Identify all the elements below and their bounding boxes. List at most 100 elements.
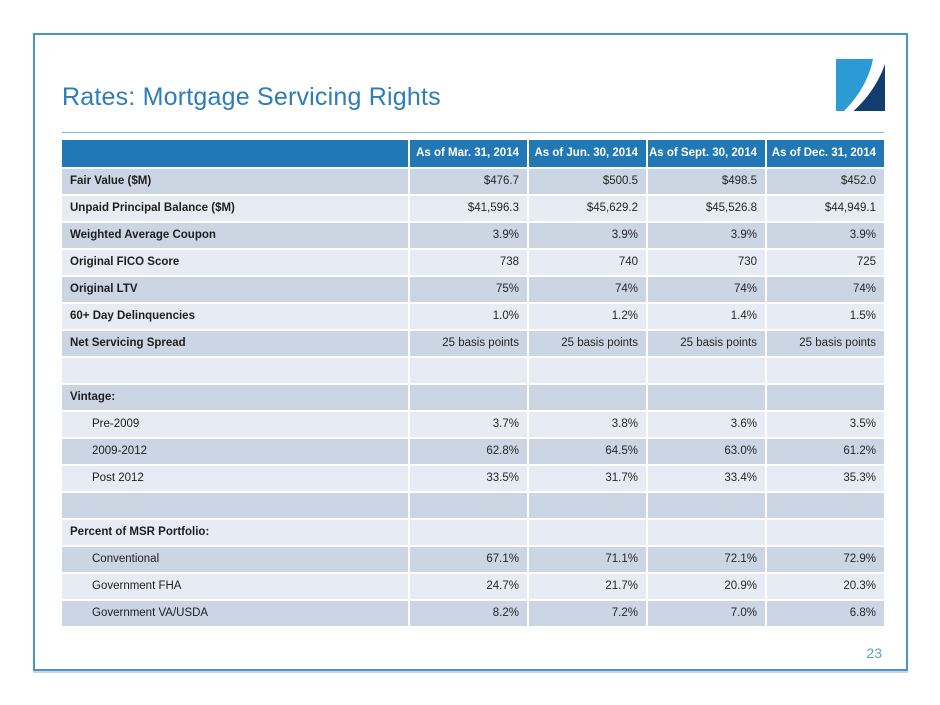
cell-value: 72.1% <box>648 547 765 572</box>
cell-value <box>410 358 527 383</box>
cell-value: 74% <box>648 277 765 302</box>
table-row: Pre-2009 3.7% 3.8% 3.6% 3.5% <box>62 412 884 437</box>
cell-value: 738 <box>410 250 527 275</box>
table-row <box>62 358 884 383</box>
row-label: Vintage: <box>62 385 408 410</box>
row-label: Fair Value ($M) <box>62 169 408 194</box>
row-label <box>62 493 408 518</box>
row-label: Unpaid Principal Balance ($M) <box>62 196 408 221</box>
row-label: Weighted Average Coupon <box>62 223 408 248</box>
table-header-row: As of Mar. 31, 2014 As of Jun. 30, 2014 … <box>62 140 884 167</box>
cell-value: 1.0% <box>410 304 527 329</box>
row-label: Original LTV <box>62 277 408 302</box>
cell-value: 3.8% <box>529 412 646 437</box>
cell-value: 72.9% <box>767 547 884 572</box>
cell-value <box>529 358 646 383</box>
slide-frame: Rates: Mortgage Servicing Rights As of M… <box>33 33 908 671</box>
table-row: Vintage: <box>62 385 884 410</box>
cell-value: 25 basis points <box>648 331 765 356</box>
cell-value: 35.3% <box>767 466 884 491</box>
cell-value: $452.0 <box>767 169 884 194</box>
table-row: Fair Value ($M) $476.7 $500.5 $498.5 $452.0 <box>62 169 884 194</box>
cell-value: 7.0% <box>648 601 765 626</box>
cell-value <box>529 493 646 518</box>
msr-table: As of Mar. 31, 2014 As of Jun. 30, 2014 … <box>62 140 884 628</box>
row-label: Conventional <box>62 547 408 572</box>
cell-value: 24.7% <box>410 574 527 599</box>
row-label: Pre-2009 <box>62 412 408 437</box>
table-row: Net Servicing Spread 25 basis points 25 ba… <box>62 331 884 356</box>
cell-value <box>767 520 884 545</box>
column-header-q1: As of Mar. 31, 2014 <box>410 140 527 167</box>
table-row: Original FICO Score 738 740 730 725 <box>62 250 884 275</box>
cell-value <box>529 520 646 545</box>
cell-value: 1.2% <box>529 304 646 329</box>
cell-value: 3.6% <box>648 412 765 437</box>
cell-value <box>410 520 527 545</box>
cell-value: 61.2% <box>767 439 884 464</box>
cell-value: $41,596.3 <box>410 196 527 221</box>
cell-value: 3.5% <box>767 412 884 437</box>
cell-value: 71.1% <box>529 547 646 572</box>
table-row: Government VA/USDA 8.2% 7.2% 7.0% 6.8% <box>62 601 884 626</box>
cell-value: 62.8% <box>410 439 527 464</box>
cell-value <box>767 493 884 518</box>
row-label <box>62 358 408 383</box>
cell-value: 3.9% <box>648 223 765 248</box>
column-header-q3: As of Sept. 30, 2014 <box>648 140 765 167</box>
table-body: Fair Value ($M) $476.7 $500.5 $498.5 $452.0 U… <box>62 169 884 626</box>
cell-value <box>767 358 884 383</box>
table-row: Conventional 67.1% 71.1% 72.1% 72.9% <box>62 547 884 572</box>
table-row: Weighted Average Coupon 3.9% 3.9% 3.9% 3.9% <box>62 223 884 248</box>
cell-value: 20.3% <box>767 574 884 599</box>
row-label: 2009-2012 <box>62 439 408 464</box>
cell-value: 7.2% <box>529 601 646 626</box>
row-label: Original FICO Score <box>62 250 408 275</box>
cell-value: 3.9% <box>767 223 884 248</box>
cell-value: 33.5% <box>410 466 527 491</box>
table-row: Post 2012 33.5% 31.7% 33.4% 35.3% <box>62 466 884 491</box>
cell-value: 3.9% <box>410 223 527 248</box>
table-row: Percent of MSR Portfolio: <box>62 520 884 545</box>
column-header-empty <box>62 140 408 167</box>
cell-value <box>529 385 646 410</box>
row-label: 60+ Day Delinquencies <box>62 304 408 329</box>
cell-value: $500.5 <box>529 169 646 194</box>
page-number: 23 <box>866 645 882 661</box>
cell-value: 63.0% <box>648 439 765 464</box>
row-label: Government FHA <box>62 574 408 599</box>
cell-value: 25 basis points <box>529 331 646 356</box>
table-row: Government FHA 24.7% 21.7% 20.9% 20.3% <box>62 574 884 599</box>
cell-value: 20.9% <box>648 574 765 599</box>
cell-value: 1.4% <box>648 304 765 329</box>
cell-value: 6.8% <box>767 601 884 626</box>
cell-value: 74% <box>767 277 884 302</box>
row-label: Percent of MSR Portfolio: <box>62 520 408 545</box>
cell-value: 8.2% <box>410 601 527 626</box>
row-label: Government VA/USDA <box>62 601 408 626</box>
cell-value: 25 basis points <box>410 331 527 356</box>
cell-value: 21.7% <box>529 574 646 599</box>
cell-value <box>648 493 765 518</box>
table-row <box>62 493 884 518</box>
cell-value: $476.7 <box>410 169 527 194</box>
cell-value: $498.5 <box>648 169 765 194</box>
cell-value: 1.5% <box>767 304 884 329</box>
table-row: 60+ Day Delinquencies 1.0% 1.2% 1.4% 1.5% <box>62 304 884 329</box>
cell-value: $44,949.1 <box>767 196 884 221</box>
cell-value: 725 <box>767 250 884 275</box>
cell-value: 730 <box>648 250 765 275</box>
title-underline <box>62 132 884 133</box>
cell-value <box>648 385 765 410</box>
cell-value: $45,629.2 <box>529 196 646 221</box>
cell-value: 740 <box>529 250 646 275</box>
cell-value: 75% <box>410 277 527 302</box>
column-header-q4: As of Dec. 31, 2014 <box>767 140 884 167</box>
cell-value: 74% <box>529 277 646 302</box>
table-row: Original LTV 75% 74% 74% 74% <box>62 277 884 302</box>
cell-value: 3.9% <box>529 223 646 248</box>
cell-value <box>410 493 527 518</box>
cell-value: 33.4% <box>648 466 765 491</box>
cell-value: 31.7% <box>529 466 646 491</box>
row-label: Net Servicing Spread <box>62 331 408 356</box>
